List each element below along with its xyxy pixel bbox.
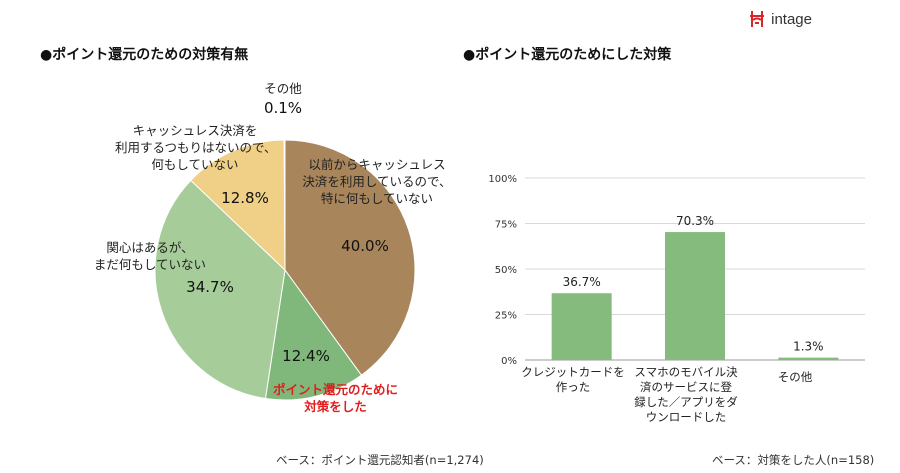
pie-value-took-measures: 12.4% [282, 347, 330, 365]
bar-1 [665, 232, 725, 360]
pie-slice-no-intention [190, 139, 286, 272]
y-tick-label: 50% [495, 265, 517, 276]
bar-chart: 0% 25% 50% 75% 100% 36.7% 70.3% 1.3% [488, 174, 865, 367]
brand-name: intage [771, 10, 812, 28]
pie-label-cashless-already: 以前からキャッシュレス 決済を利用しているので、 特に何もしていない [302, 157, 452, 206]
y-tick-label: 0% [501, 356, 517, 367]
pie-label-no-intention: キャッシュレス決済を 利用するつもりはないので、 何もしていない [115, 123, 277, 172]
pie-value-interested-no-action: 34.7% [186, 278, 234, 296]
bar-category-other: その他 [777, 370, 813, 384]
bar-category-credit-card: クレジットカードを 作った [521, 365, 625, 394]
left-section-title: ●ポイント還元のための対策有無 [40, 47, 249, 63]
y-tick-label: 25% [495, 311, 517, 322]
pie-chart [154, 139, 416, 401]
y-tick-label: 75% [495, 220, 517, 231]
pie-label-took-measures: ポイント還元のために 対策をした [272, 382, 398, 414]
pie-label-other: その他 [264, 81, 302, 96]
bar-2 [778, 357, 839, 360]
pie-label-interested-no-action: 関心はあるが、 まだ何もしていない [93, 240, 207, 272]
intage-logo-icon [750, 11, 765, 27]
pie-value-no-intention: 12.8% [221, 189, 269, 207]
y-tick-label: 100% [488, 174, 517, 185]
pie-slice-other [283, 139, 286, 271]
pie-value-other: 0.1% [263, 99, 303, 117]
right-section-title: ●ポイント還元のためにした対策 [463, 47, 672, 63]
bar-value-label-0: 36.7% [563, 275, 601, 289]
brand-logo: intage [749, 8, 812, 30]
bar-category-mobile-payment: スマホのモバイル決 済のサービスに登 録した／アプリをダ ウンロードした [634, 365, 738, 424]
bar-0 [551, 293, 612, 360]
pie-value-cashless-already: 40.0% [341, 237, 389, 255]
bar-value-label-1: 70.3% [676, 214, 714, 228]
pie-slice-took-measures [264, 268, 363, 401]
pie-slice-interested-no-action [154, 179, 286, 400]
right-base-note: ベース：対策をした人(n=158) [712, 453, 875, 467]
left-base-note: ベース：ポイント還元認知者(n=1,274) [276, 453, 484, 467]
pie-slice-cashless-already [284, 139, 416, 376]
bar-value-label-2: 1.3% [793, 340, 824, 354]
